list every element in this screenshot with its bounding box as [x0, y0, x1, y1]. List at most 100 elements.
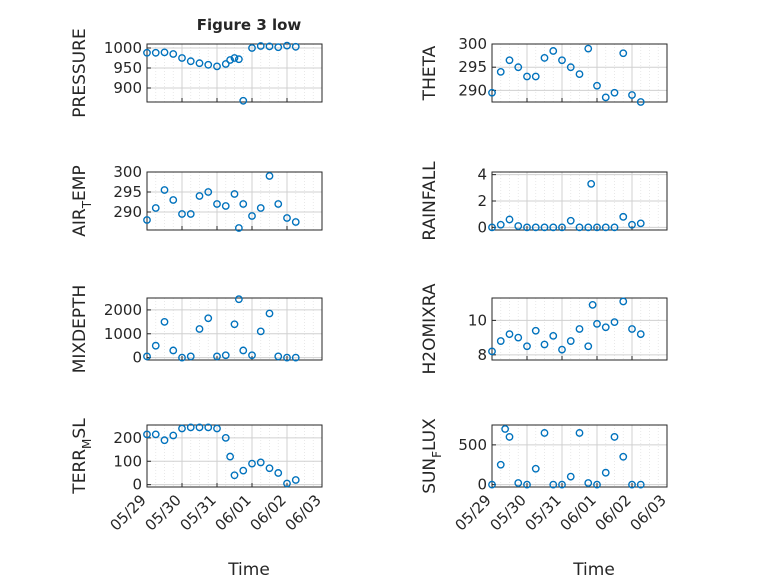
- data-point: [221, 351, 230, 360]
- y-axis-label-6: TERRMSL: [70, 418, 94, 495]
- data-point: [636, 98, 645, 106]
- data-point: [531, 223, 540, 232]
- data-point: [274, 469, 283, 477]
- data-point: [178, 353, 186, 362]
- data-point: [549, 223, 558, 232]
- data-point: [291, 476, 300, 484]
- data-point: [160, 317, 169, 326]
- axes-box: [146, 171, 323, 231]
- data-point: [143, 216, 151, 224]
- y-tick-label: 4: [477, 166, 487, 184]
- data-point: [514, 63, 523, 72]
- data-point: [204, 314, 213, 323]
- data-point: [195, 423, 204, 432]
- data-point: [601, 93, 610, 102]
- data-point: [178, 210, 186, 218]
- data-point: [239, 200, 248, 208]
- data-point: [505, 215, 514, 224]
- data-point: [636, 219, 645, 228]
- axes-box: [491, 43, 668, 103]
- y-tick-label: 200: [113, 429, 142, 447]
- panel-5: 8 10 H2OMIXRA: [420, 283, 668, 375]
- data-point: [593, 223, 601, 232]
- data-point: [531, 72, 540, 81]
- panel-1: 290 295 300 THETA: [420, 35, 668, 106]
- data-point: [234, 55, 243, 64]
- data-point: [248, 351, 256, 360]
- data-point: [540, 54, 549, 62]
- y-tick-label: 1000: [104, 325, 142, 343]
- x-tick-label: 05/29: [452, 491, 495, 534]
- y-axis-label-0: PRESSURE: [70, 28, 90, 117]
- data-point: [531, 464, 540, 473]
- y-tick-label: 300: [113, 163, 142, 181]
- data-point: [239, 466, 248, 475]
- y-tick-label: 0: [477, 476, 487, 494]
- x-tick-label: 06/01: [557, 491, 600, 534]
- data-point: [523, 342, 531, 351]
- data-point: [186, 423, 195, 432]
- data-point: [628, 325, 636, 333]
- figure-title: Figure 3 low: [197, 16, 302, 34]
- data-point: [558, 345, 566, 354]
- axes-box: [146, 424, 323, 488]
- y-tick-label: 295: [458, 58, 487, 76]
- data-point: [248, 212, 256, 220]
- y-tick-label: 290: [113, 203, 142, 221]
- data-point: [213, 352, 221, 361]
- x-axis-label-left: Time: [227, 560, 270, 580]
- data-point: [195, 192, 204, 200]
- panel-0: 900 950 1000 PRESSURE: [70, 28, 323, 118]
- data-point: [636, 480, 645, 489]
- data-point: [587, 179, 596, 188]
- x-tick-label: 06/03: [282, 491, 325, 534]
- data-point: [636, 330, 645, 339]
- data-point: [204, 60, 213, 69]
- data-point: [593, 319, 601, 328]
- y-tick-label: 10: [468, 311, 487, 329]
- data-point: [566, 472, 575, 481]
- data-point: [558, 480, 566, 489]
- panel-4: 0 1000 2000 MIXDEPTH: [70, 285, 323, 373]
- data-point: [234, 224, 243, 232]
- data-point: [291, 218, 300, 226]
- x-tick-label: 05/30: [487, 491, 530, 534]
- data-point: [588, 300, 597, 309]
- data-point: [496, 220, 505, 229]
- y-axis-label-7: SUNFLUX: [420, 418, 444, 494]
- data-point: [221, 433, 230, 442]
- y-tick-label: 1000: [104, 39, 142, 57]
- y-tick-label: 0: [477, 218, 487, 236]
- x-tick-label: 06/02: [247, 491, 290, 534]
- data-point: [186, 57, 195, 66]
- data-point: [226, 56, 235, 64]
- data-point: [143, 352, 151, 361]
- x-tick-label: 06/02: [592, 491, 635, 534]
- data-point: [256, 458, 265, 467]
- data-point: [488, 480, 496, 489]
- y-tick-label: 8: [477, 346, 487, 364]
- data-point: [204, 423, 213, 432]
- data-point: [230, 320, 239, 329]
- data-point: [540, 429, 549, 437]
- data-point: [601, 468, 610, 477]
- data-point: [213, 200, 221, 208]
- data-point: [575, 325, 584, 333]
- data-point: [151, 430, 160, 439]
- data-point: [265, 309, 274, 318]
- data-point: [584, 44, 593, 53]
- data-point: [558, 56, 566, 65]
- y-tick-label: 0: [132, 476, 142, 494]
- x-tick-label: 05/29: [107, 491, 150, 534]
- data-point: [514, 333, 523, 342]
- data-point: [248, 44, 256, 52]
- data-point: [265, 172, 274, 180]
- data-point: [575, 429, 584, 437]
- data-point: [265, 464, 274, 473]
- y-tick-label: 0: [132, 349, 142, 367]
- data-point: [496, 67, 505, 76]
- y-tick-label: 300: [458, 35, 487, 53]
- data-point: [160, 436, 169, 445]
- y-tick-label: 290: [458, 81, 487, 99]
